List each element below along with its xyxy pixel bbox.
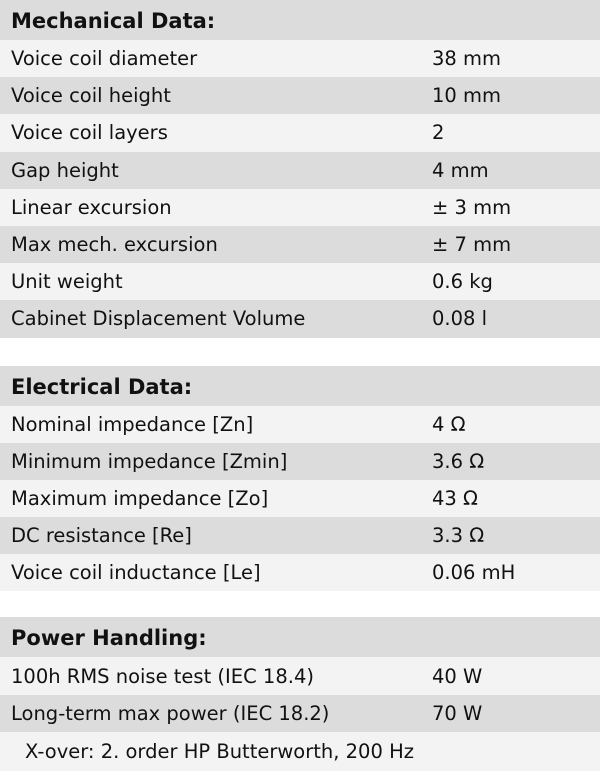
row-value: 0.08 l [432, 307, 488, 331]
crossover-note: X-over: 2. order HP Butterworth, 200 Hz [0, 731, 600, 771]
electrical-data-section: Electrical Data: Nominal impedance [Zn] 4… [0, 365, 600, 592]
row-label: Long-term max power (IEC 18.2) [11, 701, 330, 725]
row-label: Nominal impedance [Zn] [11, 412, 254, 436]
table-row: Minimum impedance [Zmin] 3.6 Ω [0, 442, 600, 480]
row-label: Cabinet Displacement Volume [11, 307, 306, 331]
table-row: Long-term max power (IEC 18.2) 70 W [0, 694, 600, 732]
table-row: Gap height 4 mm [0, 151, 600, 189]
table-row: Max mech. excursion ± 7 mm [0, 225, 600, 264]
table-row: Unit weight 0.6 kg [0, 263, 600, 301]
row-value: 0.06 mH [432, 561, 516, 585]
row-label: DC resistance [Re] [11, 524, 192, 548]
row-value: 40 W [432, 664, 483, 688]
table-row: Cabinet Displacement Volume 0.08 l [0, 300, 600, 338]
row-value: ± 3 mm [432, 195, 512, 219]
row-value: 3.3 Ω [432, 524, 485, 548]
row-label: 100h RMS noise test (IEC 18.4) [11, 664, 314, 688]
table-row: Voice coil diameter 38 mm [0, 40, 600, 78]
row-value: 3.6 Ω [432, 449, 485, 473]
table-row: Maximum impedance [Zo] 43 Ω [0, 479, 600, 518]
table-row: Voice coil height 10 mm [0, 77, 600, 115]
power-handling-section: Power Handling: 100h RMS noise test (IEC… [0, 617, 600, 771]
table-row: Voice coil layers 2 [0, 114, 600, 152]
row-label: Voice coil diameter [11, 47, 198, 71]
row-value: 2 [432, 121, 445, 145]
row-label: Gap height [11, 158, 119, 182]
table-row: Voice coil inductance [Le] 0.06 mH [0, 554, 600, 592]
row-label: Linear excursion [11, 195, 172, 219]
table-row: DC resistance [Re] 3.3 Ω [0, 517, 600, 555]
mechanical-rows: Voice coil diameter 38 mm Voice coil heigh… [0, 40, 600, 338]
mechanical-data-section: Mechanical Data: Voice coil diameter 38 m… [0, 0, 600, 338]
power-rows: 100h RMS noise test (IEC 18.4) 40 W Long-t… [0, 657, 600, 732]
row-value: 38 mm [432, 47, 502, 71]
row-value: ± 7 mm [432, 233, 512, 257]
row-value: 4 mm [432, 158, 489, 182]
row-value: 10 mm [432, 84, 502, 108]
section-title: Power Handling: [0, 617, 600, 658]
row-value: 4 Ω [432, 412, 466, 436]
row-label: Maximum impedance [Zo] [11, 486, 269, 510]
table-row: 100h RMS noise test (IEC 18.4) 40 W [0, 657, 600, 695]
spacer [0, 338, 600, 366]
section-title: Mechanical Data: [0, 0, 600, 40]
row-label: Max mech. excursion [11, 233, 218, 257]
electrical-rows: Nominal impedance [Zn] 4 Ω Minimum impedan… [0, 405, 600, 592]
row-value: 43 Ω [432, 486, 478, 510]
spacer [0, 591, 600, 617]
row-label: Voice coil layers [11, 121, 168, 145]
row-label: Unit weight [11, 270, 123, 294]
table-row: Linear excursion ± 3 mm [0, 188, 600, 226]
row-value: 70 W [432, 701, 483, 725]
row-label: Voice coil height [11, 84, 171, 108]
section-title: Electrical Data: [0, 365, 600, 406]
row-value: 0.6 kg [432, 270, 493, 294]
row-label: Voice coil inductance [Le] [11, 561, 261, 585]
row-label: Minimum impedance [Zmin] [11, 449, 288, 473]
table-row: Nominal impedance [Zn] 4 Ω [0, 405, 600, 443]
